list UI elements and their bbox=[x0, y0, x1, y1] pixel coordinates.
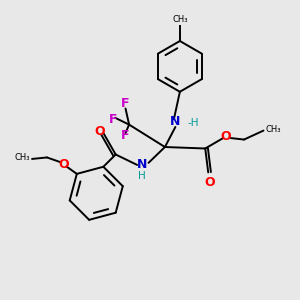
Text: O: O bbox=[58, 158, 69, 171]
Text: O: O bbox=[221, 130, 232, 143]
Text: F: F bbox=[121, 130, 130, 142]
Text: F: F bbox=[108, 113, 117, 126]
Text: H: H bbox=[138, 171, 146, 181]
Text: N: N bbox=[137, 158, 148, 171]
Text: N: N bbox=[170, 115, 181, 128]
Text: CH₃: CH₃ bbox=[14, 153, 30, 162]
Text: CH₃: CH₃ bbox=[266, 124, 281, 134]
Text: O: O bbox=[94, 125, 104, 138]
Text: O: O bbox=[204, 176, 215, 189]
Text: -H: -H bbox=[188, 118, 200, 128]
Text: F: F bbox=[121, 97, 130, 110]
Text: CH₃: CH₃ bbox=[172, 15, 188, 24]
